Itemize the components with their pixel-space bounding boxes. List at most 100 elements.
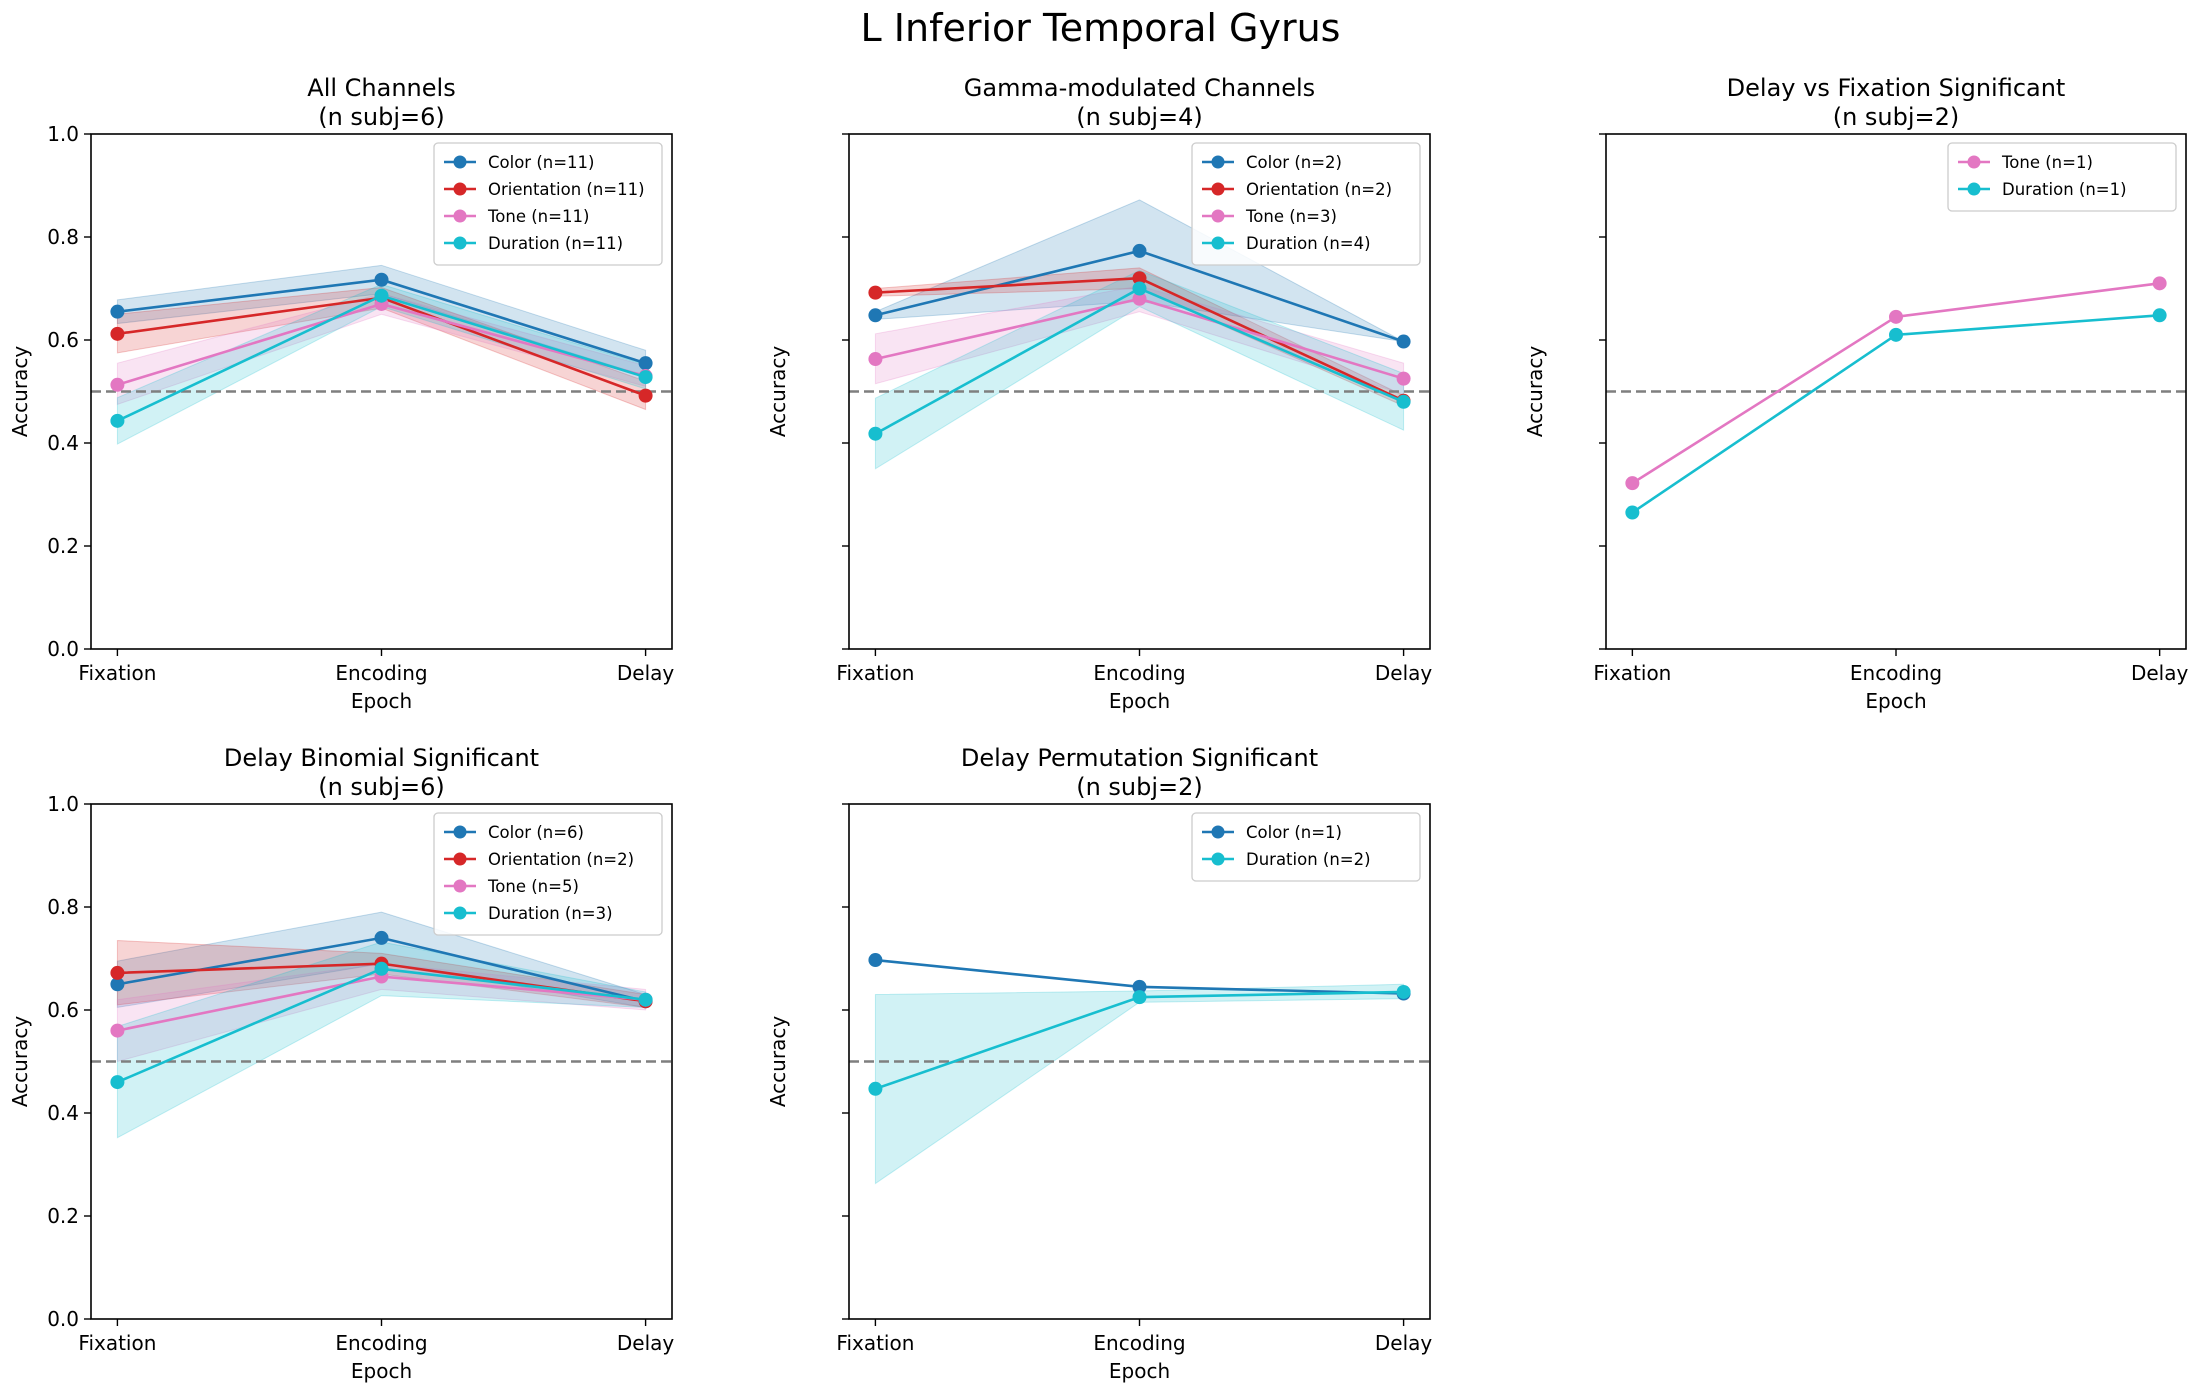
point-duration-fixation xyxy=(868,1081,883,1096)
subplot-4: 0.0 0.2 0.4 0.6 0.8 1.0 Fixation Encoding Delay E… xyxy=(8,744,674,1383)
y-axis-label: Accuracy xyxy=(8,346,32,437)
point-tone-fixation xyxy=(1625,476,1640,491)
legend-label-orientation: Orientation (n=2) xyxy=(488,850,634,869)
legend-frame xyxy=(1191,142,1421,266)
figure-title-layer: L Inferior Temporal Gyrus xyxy=(0,0,2201,60)
x-tick-label-fixation: Fixation xyxy=(836,1331,914,1355)
point-orientation-fixation xyxy=(868,285,883,300)
legend: Color (n=11) Orientation (n=11) Tone (n=11… xyxy=(433,142,663,266)
y-axis-label: Accuracy xyxy=(766,346,790,437)
point-duration-delay xyxy=(1396,394,1411,409)
legend-label-duration: Duration (n=3) xyxy=(488,904,613,923)
legend-swatch-marker xyxy=(453,155,467,169)
legend-label-orientation: Orientation (n=11) xyxy=(488,180,645,199)
point-duration-delay xyxy=(2152,308,2167,323)
legend-label-duration: Duration (n=1) xyxy=(2002,180,2127,199)
legend-label-color: Color (n=6) xyxy=(488,823,584,842)
legend-swatch-marker xyxy=(453,852,467,866)
legend-label-color: Color (n=1) xyxy=(1246,823,1342,842)
legend-swatch-marker xyxy=(453,906,467,920)
point-orientation-fixation xyxy=(110,965,125,980)
point-orientation-fixation xyxy=(110,326,125,341)
x-tick-label-fixation: Fixation xyxy=(78,1331,156,1355)
legend-swatch-marker xyxy=(1211,209,1225,223)
y-tick-label: 0.0 xyxy=(47,637,79,661)
y-axis-label: Accuracy xyxy=(8,1016,32,1107)
x-tick-label-delay: Delay xyxy=(617,661,675,685)
subplot-subtitle: (n subj=2) xyxy=(1833,103,1960,131)
point-color-delay xyxy=(638,356,653,371)
point-color-fixation xyxy=(868,308,883,323)
y-tick-label: 1.0 xyxy=(47,792,79,816)
legend-label-color: Color (n=11) xyxy=(488,153,594,172)
x-tick-label-fixation: Fixation xyxy=(1593,661,1671,685)
y-tick-label: 0.8 xyxy=(47,895,79,919)
y-tick-label: 0.2 xyxy=(47,1204,79,1228)
legend-label-duration: Duration (n=11) xyxy=(488,234,623,253)
legend-swatch-marker xyxy=(453,209,467,223)
legend-frame xyxy=(1191,812,1421,882)
y-tick-label: 0.6 xyxy=(47,998,79,1022)
legend-swatch-marker xyxy=(453,825,467,839)
legend-label-orientation: Orientation (n=2) xyxy=(1246,180,1392,199)
point-color-fixation xyxy=(868,953,883,968)
y-tick-label: 0.4 xyxy=(47,1101,79,1125)
x-tick-label-fixation: Fixation xyxy=(836,661,914,685)
subplot-title: Delay Binomial Significant xyxy=(224,744,539,772)
point-tone-encoding xyxy=(1889,309,1903,324)
point-duration-fixation xyxy=(110,1075,125,1090)
x-tick-label-fixation: Fixation xyxy=(78,661,156,685)
point-duration-fixation xyxy=(1625,505,1640,520)
point-color-encoding xyxy=(374,272,389,287)
x-tick-label-encoding: Encoding xyxy=(335,1331,427,1355)
y-tick-label: 0.6 xyxy=(47,328,79,352)
subplot-title: Delay vs Fixation Significant xyxy=(1727,74,2066,102)
point-duration-delay xyxy=(638,370,653,385)
point-tone-fixation xyxy=(868,352,883,367)
legend-swatch-marker xyxy=(1967,155,1981,169)
subplot-subtitle: (n subj=4) xyxy=(1076,103,1203,131)
y-tick-label: 0.0 xyxy=(47,1307,79,1331)
legend-swatch-marker xyxy=(1211,236,1225,250)
x-tick-label-encoding: Encoding xyxy=(1093,661,1185,685)
x-tick-label-delay: Delay xyxy=(1375,1331,1433,1355)
subplot-3: Fixation Encoding Delay Epoch Accuracy Delay … xyxy=(1523,74,2188,713)
point-tone-fixation xyxy=(110,1023,125,1038)
legend-swatch-marker xyxy=(1211,155,1225,169)
subplot-5: Fixation Encoding Delay Epoch Accuracy Delay … xyxy=(766,744,1432,1383)
y-axis-label: Accuracy xyxy=(766,1016,790,1107)
point-tone-encoding xyxy=(1132,291,1147,306)
point-tone-delay xyxy=(1396,371,1411,386)
legend: Color (n=6) Orientation (n=2) Tone (n=5) Du… xyxy=(433,812,663,936)
y-tick-label: 0.2 xyxy=(47,534,79,558)
point-duration-encoding xyxy=(1889,327,1903,342)
y-axis-label: Accuracy xyxy=(1523,346,1547,437)
point-orientation-delay xyxy=(638,388,653,403)
legend: Color (n=2) Orientation (n=2) Tone (n=3) Du… xyxy=(1191,142,1421,266)
point-tone-delay xyxy=(2152,276,2167,291)
x-axis-label: Epoch xyxy=(351,689,412,713)
legend-swatch-marker xyxy=(453,182,467,196)
x-tick-label-encoding: Encoding xyxy=(335,661,427,685)
band-orientation xyxy=(116,286,647,411)
legend-swatch-marker xyxy=(1211,852,1225,866)
x-tick-label-delay: Delay xyxy=(2131,661,2189,685)
legend-label-tone: Tone (n=1) xyxy=(2001,153,2093,172)
point-duration-encoding xyxy=(374,961,389,976)
subplot-subtitle: (n subj=6) xyxy=(318,773,445,801)
point-duration-delay xyxy=(1396,984,1411,999)
legend-frame xyxy=(433,812,663,936)
legend-swatch-marker xyxy=(453,879,467,893)
legend-swatch-marker xyxy=(1211,825,1225,839)
legend-swatch-marker xyxy=(1211,182,1225,196)
subplot-subtitle: (n subj=2) xyxy=(1076,773,1203,801)
subplot-1: 0.0 0.2 0.4 0.6 0.8 1.0 Fixation Encoding Delay E… xyxy=(8,74,674,713)
point-duration-fixation xyxy=(110,413,125,428)
legend-swatch-marker xyxy=(1967,182,1981,196)
band-duration xyxy=(874,983,1405,1185)
legend-label-duration: Duration (n=2) xyxy=(1246,850,1371,869)
series-line-duration xyxy=(1631,313,2160,514)
legend-frame xyxy=(1947,142,2177,212)
